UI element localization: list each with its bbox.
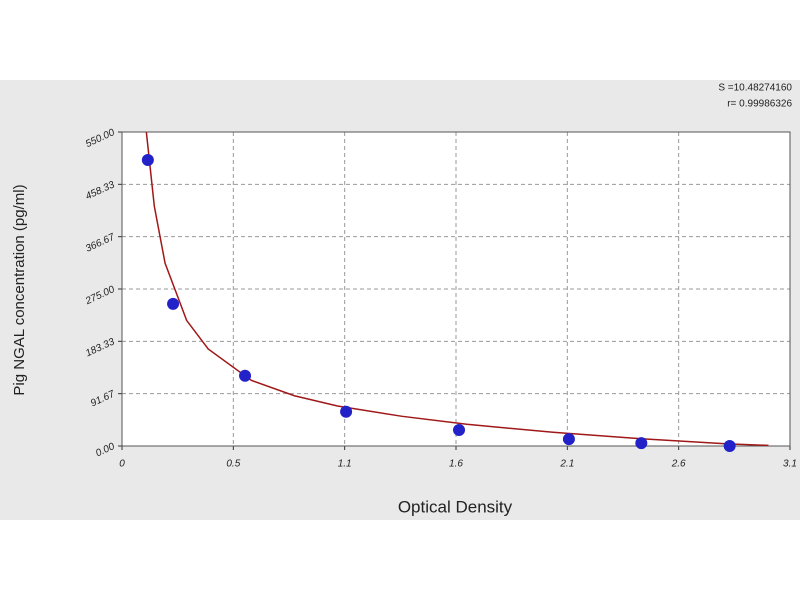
annotation: S =10.48274160 (718, 83, 792, 94)
x-tick-label: 0 (119, 459, 125, 470)
x-tick-label: 3.1 (783, 459, 797, 470)
x-tick-label: 2.1 (559, 459, 574, 470)
x-tick-label: 2.6 (671, 459, 686, 470)
data-point (141, 153, 154, 166)
data-point (167, 297, 180, 310)
plot-frame (121, 131, 791, 447)
fit-curve (145, 131, 769, 447)
annotation: r= 0.99986326 (727, 99, 792, 110)
y-axis-label: Pig NGAL concentration (pg/ml) (11, 184, 28, 395)
data-point (340, 405, 353, 418)
x-axis-label: Optical Density (398, 497, 513, 516)
x-tick-label: 1.6 (449, 459, 463, 470)
data-point (723, 440, 736, 452)
data-point (562, 433, 575, 446)
data-point (635, 437, 648, 450)
data-point (453, 424, 466, 437)
data-point (239, 369, 252, 382)
x-tick-label: 1.1 (338, 459, 352, 470)
x-tick-label: 0.5 (226, 459, 240, 470)
